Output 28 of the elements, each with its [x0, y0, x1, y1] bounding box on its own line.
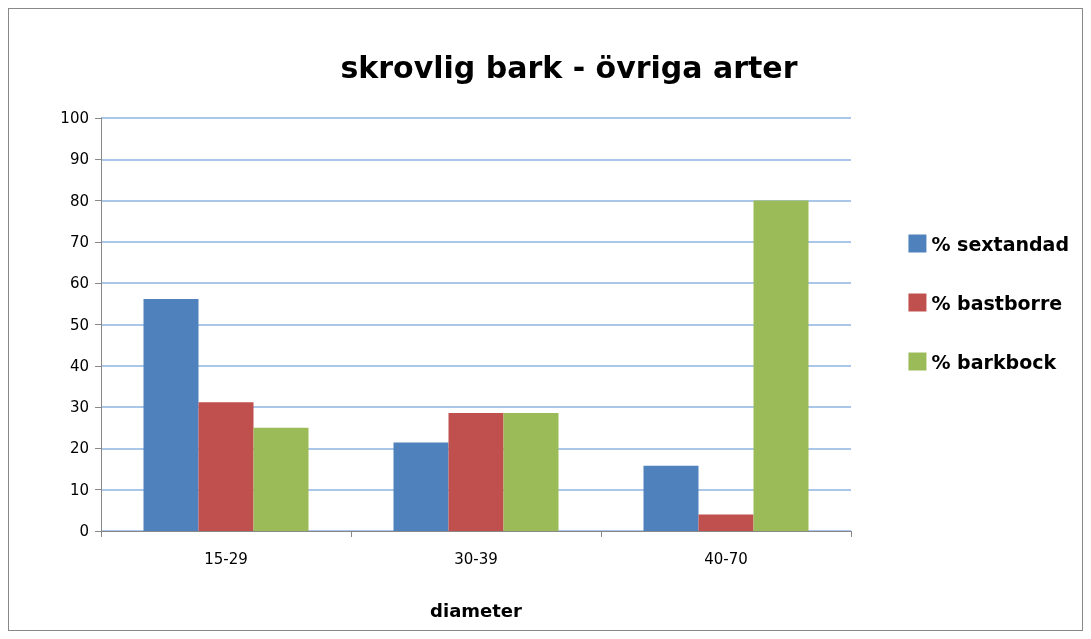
bar — [393, 442, 449, 531]
x-tick-label: 30-39 — [454, 549, 498, 568]
y-tick-label: 60 — [69, 274, 89, 293]
x-tick-label: 15-29 — [204, 549, 248, 568]
y-tick-label: 80 — [69, 191, 89, 210]
bar — [253, 427, 309, 531]
y-tick-label: 90 — [69, 150, 89, 169]
y-tick-label: 40 — [69, 356, 89, 375]
bar — [143, 298, 199, 531]
bar — [448, 412, 504, 531]
bar — [753, 200, 809, 531]
legend-label: % bastborre — [931, 291, 1063, 314]
y-tick-label: 30 — [69, 398, 89, 417]
x-tick-label: 40-70 — [704, 549, 748, 568]
bar — [503, 412, 559, 531]
y-tick-label: 20 — [69, 439, 89, 458]
bar — [643, 465, 699, 531]
y-tick-label: 50 — [69, 315, 89, 334]
legend-label: % barkbock — [931, 350, 1057, 373]
y-tick-label: 10 — [69, 480, 89, 499]
legend-label: % sextandad — [931, 232, 1070, 255]
y-tick-label: 70 — [69, 232, 89, 251]
bar — [698, 514, 754, 531]
bar — [198, 402, 254, 531]
x-axis-title: diameter — [430, 599, 523, 621]
y-tick-label: 0 — [79, 522, 89, 540]
y-tick-label: 100 — [60, 109, 89, 127]
chart-title: skrovlig bark - övriga arter — [340, 49, 798, 85]
